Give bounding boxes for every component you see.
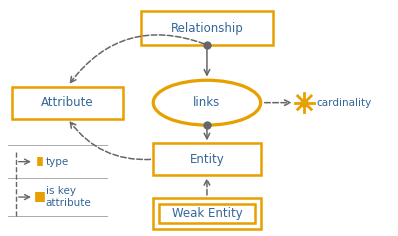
Text: Attribute: Attribute: [41, 96, 94, 109]
Text: cardinality: cardinality: [316, 98, 372, 108]
FancyBboxPatch shape: [12, 87, 123, 119]
FancyBboxPatch shape: [141, 11, 273, 45]
FancyBboxPatch shape: [153, 143, 261, 175]
Ellipse shape: [153, 80, 261, 125]
FancyBboxPatch shape: [159, 204, 255, 223]
FancyBboxPatch shape: [153, 198, 261, 229]
Text: Weak Entity: Weak Entity: [172, 207, 242, 220]
Text: type: type: [46, 157, 69, 167]
Text: Entity: Entity: [189, 153, 224, 166]
Text: links: links: [193, 96, 220, 109]
Text: is key
attribute: is key attribute: [46, 186, 92, 208]
Text: Relationship: Relationship: [171, 22, 243, 35]
